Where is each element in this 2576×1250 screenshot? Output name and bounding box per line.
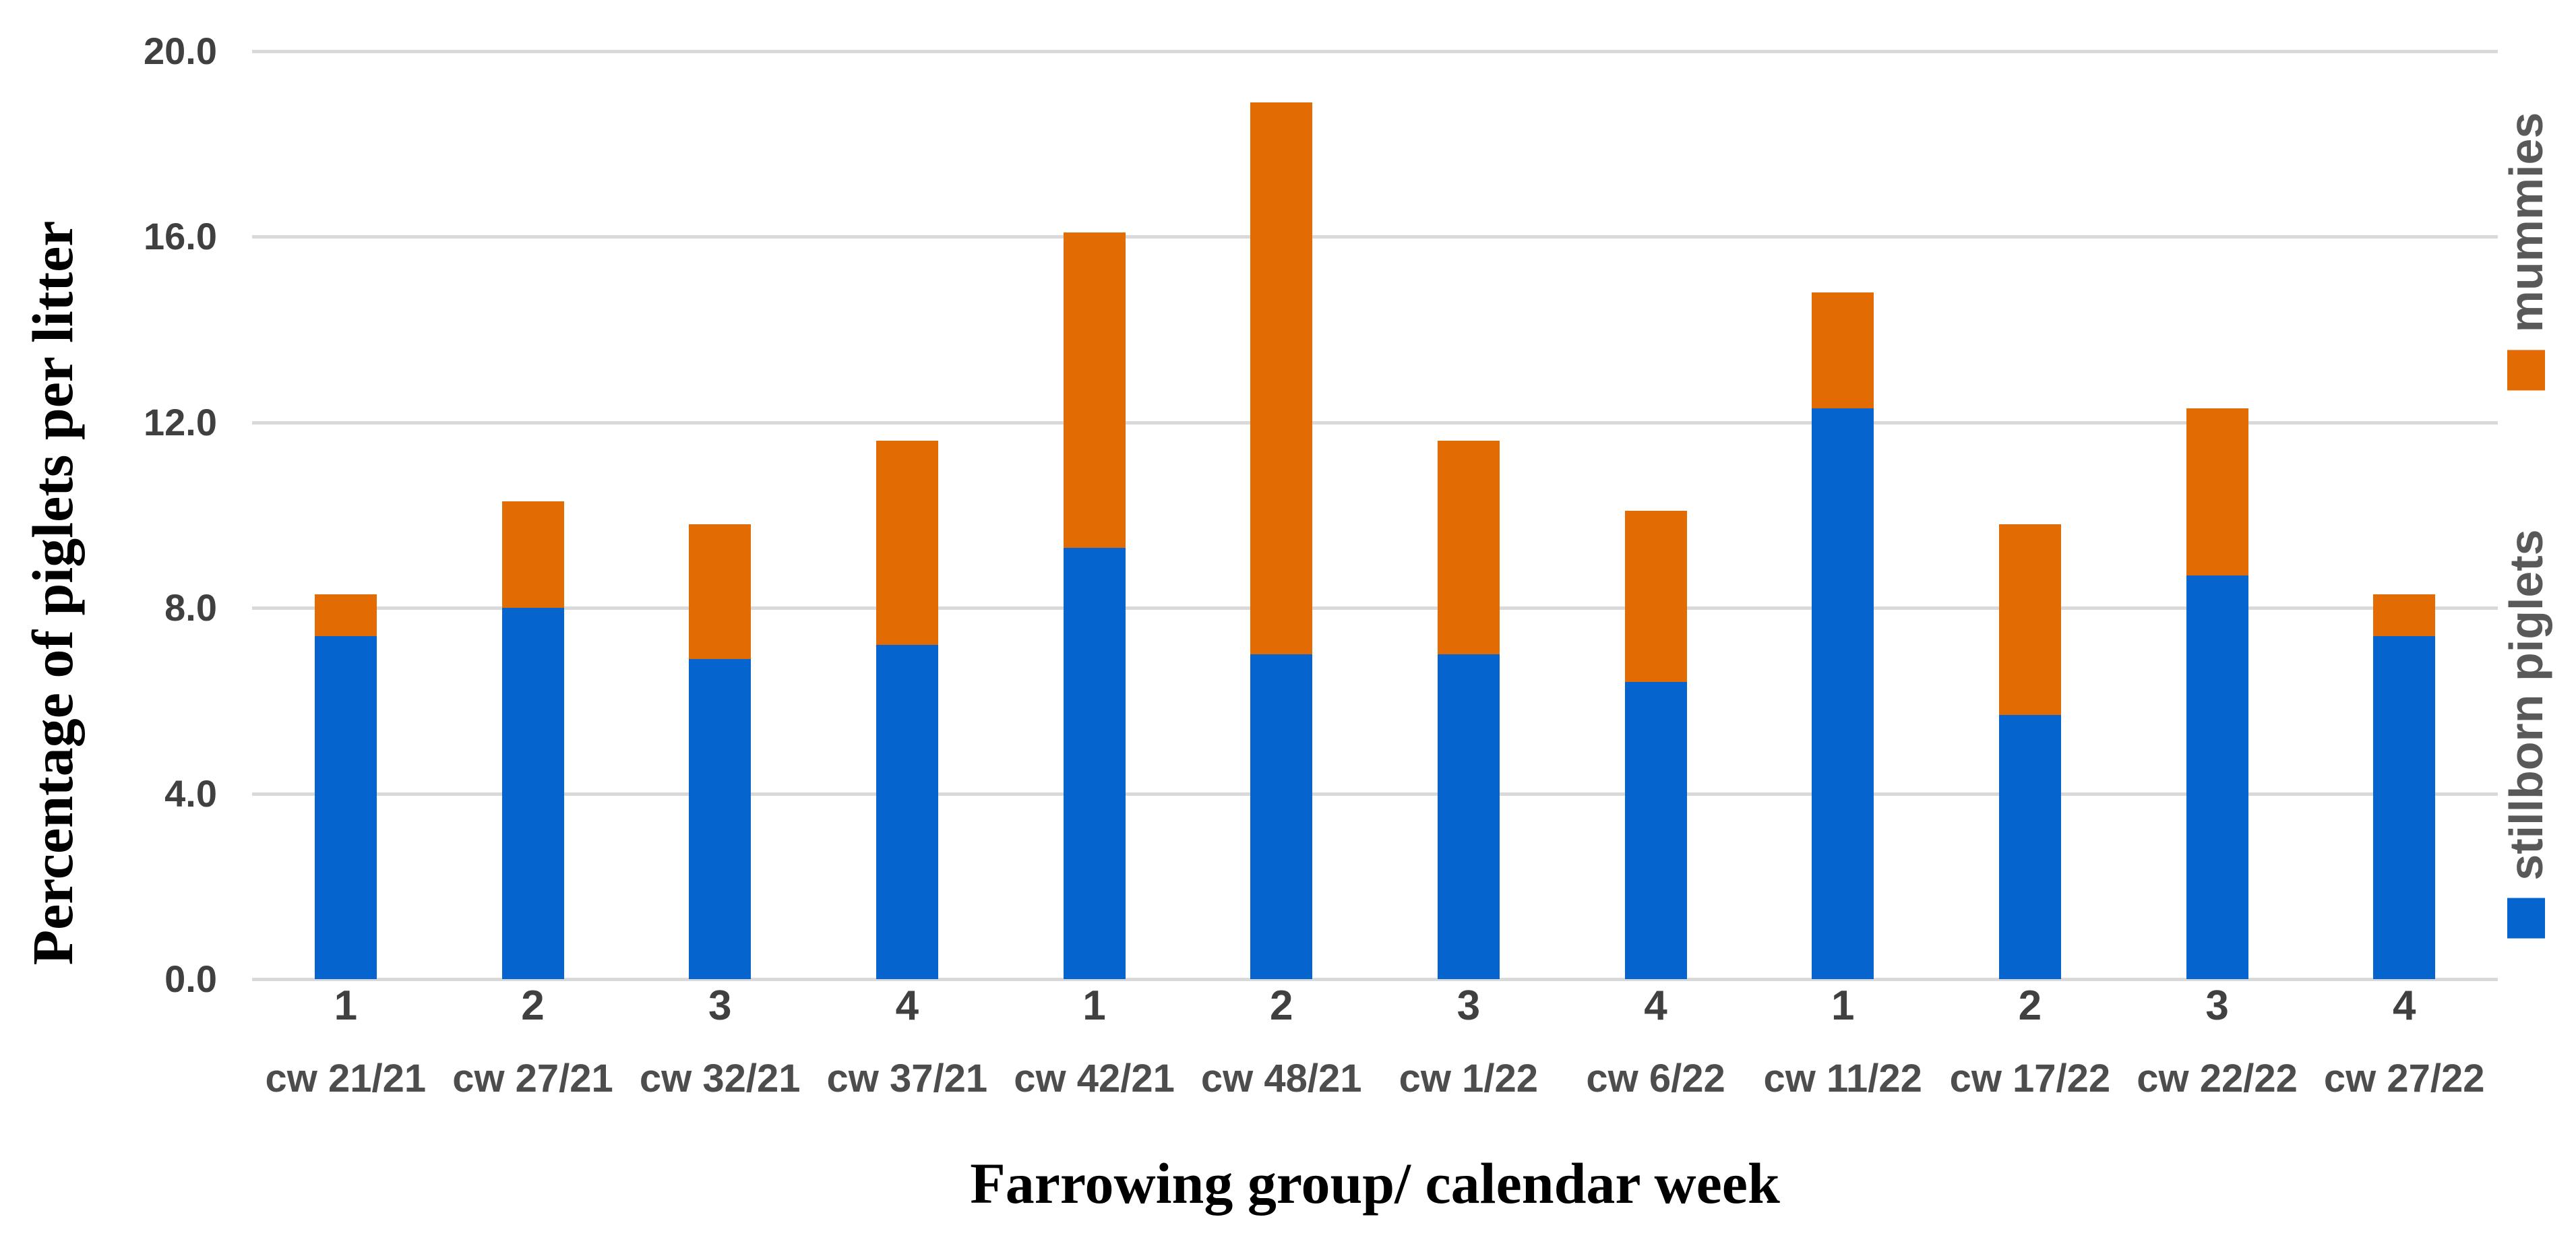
stacked-bar (876, 441, 938, 979)
bar-segment-mummies (1063, 232, 1126, 548)
calendar-week-label: cw 27/22 (2323, 1057, 2485, 1100)
stacked-bar (501, 501, 564, 979)
bar-segment-stillborn-piglets (501, 608, 564, 979)
calendar-week-label: cw 21/21 (265, 1057, 427, 1100)
calendar-week-label: cw 11/22 (1763, 1057, 1922, 1100)
bar-slot-cw 27/22 (2310, 51, 2498, 979)
legend-item-mummies: mummies (2500, 112, 2552, 391)
farrowing-group-label: 1 (1082, 982, 1106, 1029)
farrowing-group-label: 4 (2392, 982, 2416, 1029)
legend-label-stillborn-piglets: stillborn piglets (2500, 529, 2552, 881)
stacked-bar (1624, 510, 1687, 979)
bar-segment-mummies (1812, 292, 1874, 409)
bar-segment-stillborn-piglets (1437, 654, 1500, 979)
stillborn-piglets-color-swatch-icon (2507, 898, 2545, 939)
stacked-bar (1250, 102, 1313, 979)
farrowing-group-label: 2 (1269, 982, 1293, 1029)
bars-container (252, 51, 2498, 979)
calendar-week-label: cw 22/22 (2137, 1057, 2298, 1100)
y-axis-tick-labels: 0.0 4.0 8.0 12.0 16.0 20.0 (0, 32, 217, 998)
calendar-week-label: cw 32/21 (639, 1057, 801, 1100)
bar-slot-cw 42/21 (1001, 51, 1188, 979)
bar-segment-stillborn-piglets (876, 645, 938, 979)
bar-segment-mummies (876, 441, 938, 646)
bar-segment-stillborn-piglets (1998, 714, 2061, 979)
bar-segment-stillborn-piglets (1624, 682, 1687, 979)
calendar-week-label: cw 27/21 (452, 1057, 613, 1100)
bar-slot-cw 1/22 (1375, 51, 1562, 979)
farrowing-group-label: 3 (1456, 982, 1481, 1029)
bar-segment-mummies (501, 501, 564, 608)
y-tick-label: 0.0 (164, 958, 217, 1000)
bar-segment-mummies (2373, 594, 2436, 636)
bar-segment-mummies (689, 524, 752, 659)
calendar-week-label: cw 6/22 (1586, 1057, 1725, 1100)
farrowing-group-label: 1 (1831, 982, 1855, 1029)
farrowing-group-label: 2 (521, 982, 545, 1029)
calendar-week-label: cw 1/22 (1399, 1057, 1539, 1100)
bar-segment-mummies (1998, 524, 2061, 715)
farrowing-group-label: 1 (334, 982, 358, 1029)
mummies-color-swatch-icon (2507, 350, 2545, 391)
bar-segment-mummies (1437, 441, 1500, 655)
bar-segment-stillborn-piglets (689, 658, 752, 979)
legend-label-mummies: mummies (2500, 112, 2552, 333)
x-axis-title: Farrowing group/ calendar week (970, 1151, 1780, 1216)
bar-segment-mummies (2186, 408, 2248, 576)
bar-segment-mummies (1250, 102, 1313, 655)
bar-slot-cw 27/21 (439, 51, 627, 979)
farrowing-group-label: 4 (1644, 982, 1667, 1029)
y-tick-label: 4.0 (164, 772, 217, 815)
bar-segment-stillborn-piglets (2373, 635, 2436, 979)
stacked-bar (2186, 408, 2248, 979)
stacked-bar (314, 594, 377, 979)
bar-segment-stillborn-piglets (1063, 547, 1126, 979)
bar-segment-stillborn-piglets (314, 635, 377, 979)
bar-slot-cw 21/21 (252, 51, 439, 979)
bar-segment-stillborn-piglets (1250, 654, 1313, 979)
stacked-bar (2373, 594, 2436, 979)
calendar-week-label: cw 17/22 (1949, 1057, 2111, 1100)
farrowing-group-label: 2 (2018, 982, 2042, 1029)
bar-slot-cw 17/22 (1936, 51, 2124, 979)
bar-slot-cw 11/22 (1749, 51, 1936, 979)
legend-item-stillborn-piglets: stillborn piglets (2500, 529, 2552, 939)
calendar-week-label: cw 37/21 (826, 1057, 988, 1100)
bar-slot-cw 37/21 (814, 51, 1001, 979)
bar-slot-cw 6/22 (1562, 51, 1750, 979)
bar-segment-stillborn-piglets (1812, 408, 1874, 979)
x-axis-calendar-week-labels: cw 21/21 cw 27/21 cw 32/21 cw 37/21 cw 42/21… (252, 1059, 2498, 1098)
y-tick-label: 12.0 (144, 400, 217, 443)
bar-slot-cw 22/22 (2124, 51, 2311, 979)
bar-segment-mummies (1624, 510, 1687, 683)
y-tick-label: 20.0 (144, 30, 217, 72)
farrowing-group-label: 4 (895, 982, 919, 1029)
bar-segment-mummies (314, 594, 377, 636)
bar-slot-cw 32/21 (626, 51, 814, 979)
farrowing-group-label: 3 (708, 982, 732, 1029)
stacked-bar (1812, 292, 1874, 979)
stacked-bar (689, 524, 752, 979)
y-tick-label: 16.0 (144, 215, 217, 258)
bar-slot-cw 48/21 (1188, 51, 1375, 979)
farrowing-group-label: 3 (2205, 982, 2229, 1029)
calendar-week-label: cw 48/21 (1200, 1057, 1362, 1100)
x-axis-farrowing-group-labels: 1 2 3 4 1 2 3 4 1 2 3 4 (252, 985, 2498, 1027)
stacked-bar (1437, 441, 1500, 979)
calendar-week-label: cw 42/21 (1014, 1057, 1175, 1100)
stacked-bar (1063, 232, 1126, 979)
stacked-bar (1998, 524, 2061, 979)
y-tick-label: 8.0 (164, 586, 217, 629)
bar-segment-stillborn-piglets (2186, 575, 2248, 979)
